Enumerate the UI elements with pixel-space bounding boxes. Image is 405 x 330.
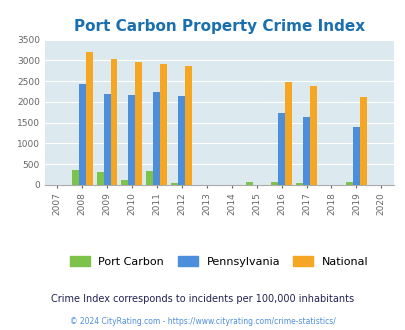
Bar (295, 183, 302, 185)
Bar (302, 117, 309, 185)
Title: Port Carbon Property Crime Index: Port Carbon Property Crime Index (73, 19, 364, 34)
Bar (171, 182, 178, 185)
Text: © 2024 CityRating.com - https://www.cityrating.com/crime-statistics/: © 2024 CityRating.com - https://www.city… (70, 317, 335, 326)
Bar (185, 66, 192, 185)
Bar (160, 64, 167, 185)
Text: Crime Index corresponds to incidents per 100,000 inhabitants: Crime Index corresponds to incidents per… (51, 294, 354, 304)
Bar (146, 171, 153, 185)
Bar (79, 84, 85, 185)
Bar (103, 93, 110, 185)
Bar (284, 82, 291, 185)
Bar (135, 62, 142, 185)
Bar (128, 95, 135, 185)
Bar (309, 86, 316, 185)
Bar (96, 172, 103, 185)
Bar (352, 127, 359, 185)
Bar (71, 170, 79, 185)
Bar (121, 180, 128, 185)
Bar (359, 97, 366, 185)
Bar (271, 182, 277, 185)
Bar (85, 52, 92, 185)
Legend: Port Carbon, Pennsylvania, National: Port Carbon, Pennsylvania, National (65, 251, 373, 271)
Bar (178, 96, 185, 185)
Bar (345, 182, 352, 185)
Bar (110, 59, 117, 185)
Bar (277, 114, 284, 185)
Bar (153, 92, 160, 185)
Bar (245, 182, 253, 185)
